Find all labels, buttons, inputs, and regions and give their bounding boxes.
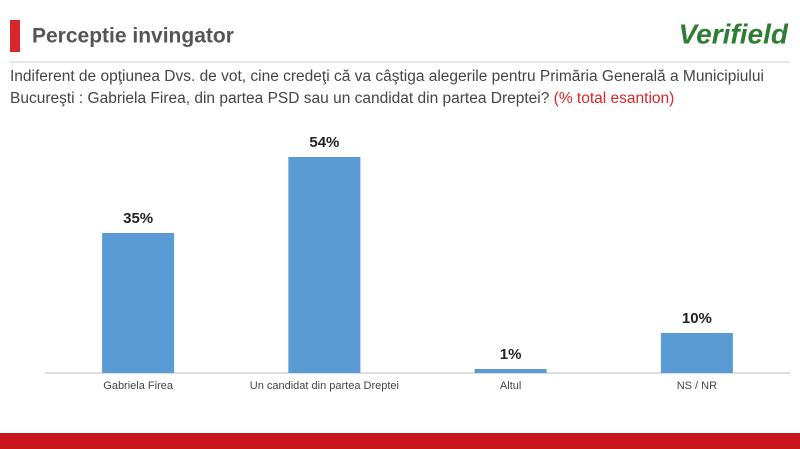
logo: Verifield [679,18,789,49]
value-label: 54% [309,134,339,151]
page-title: Perceptie invingator [32,25,234,48]
bar [660,333,733,373]
question: Indiferent de opţiunea Dvs. de vot, cine… [10,66,780,110]
note: (% total esantion) [553,90,675,107]
title-accent [10,20,20,52]
value-label: 10% [682,310,712,327]
value-label: 1% [500,346,522,363]
x-tick-label: Gabriela Firea [103,380,174,392]
x-tick-label: Un candidat din partea Dreptei [250,380,399,392]
subtitle: Indiferent de opţiunea Dvs. de vot, cine… [10,68,764,107]
value-label: 35% [123,210,153,227]
footer-bar [0,433,800,449]
bar [288,157,361,373]
x-tick-label: NS / NR [677,380,717,392]
x-tick-label: Altul [500,380,521,392]
bar [474,369,547,373]
bar [102,233,175,373]
